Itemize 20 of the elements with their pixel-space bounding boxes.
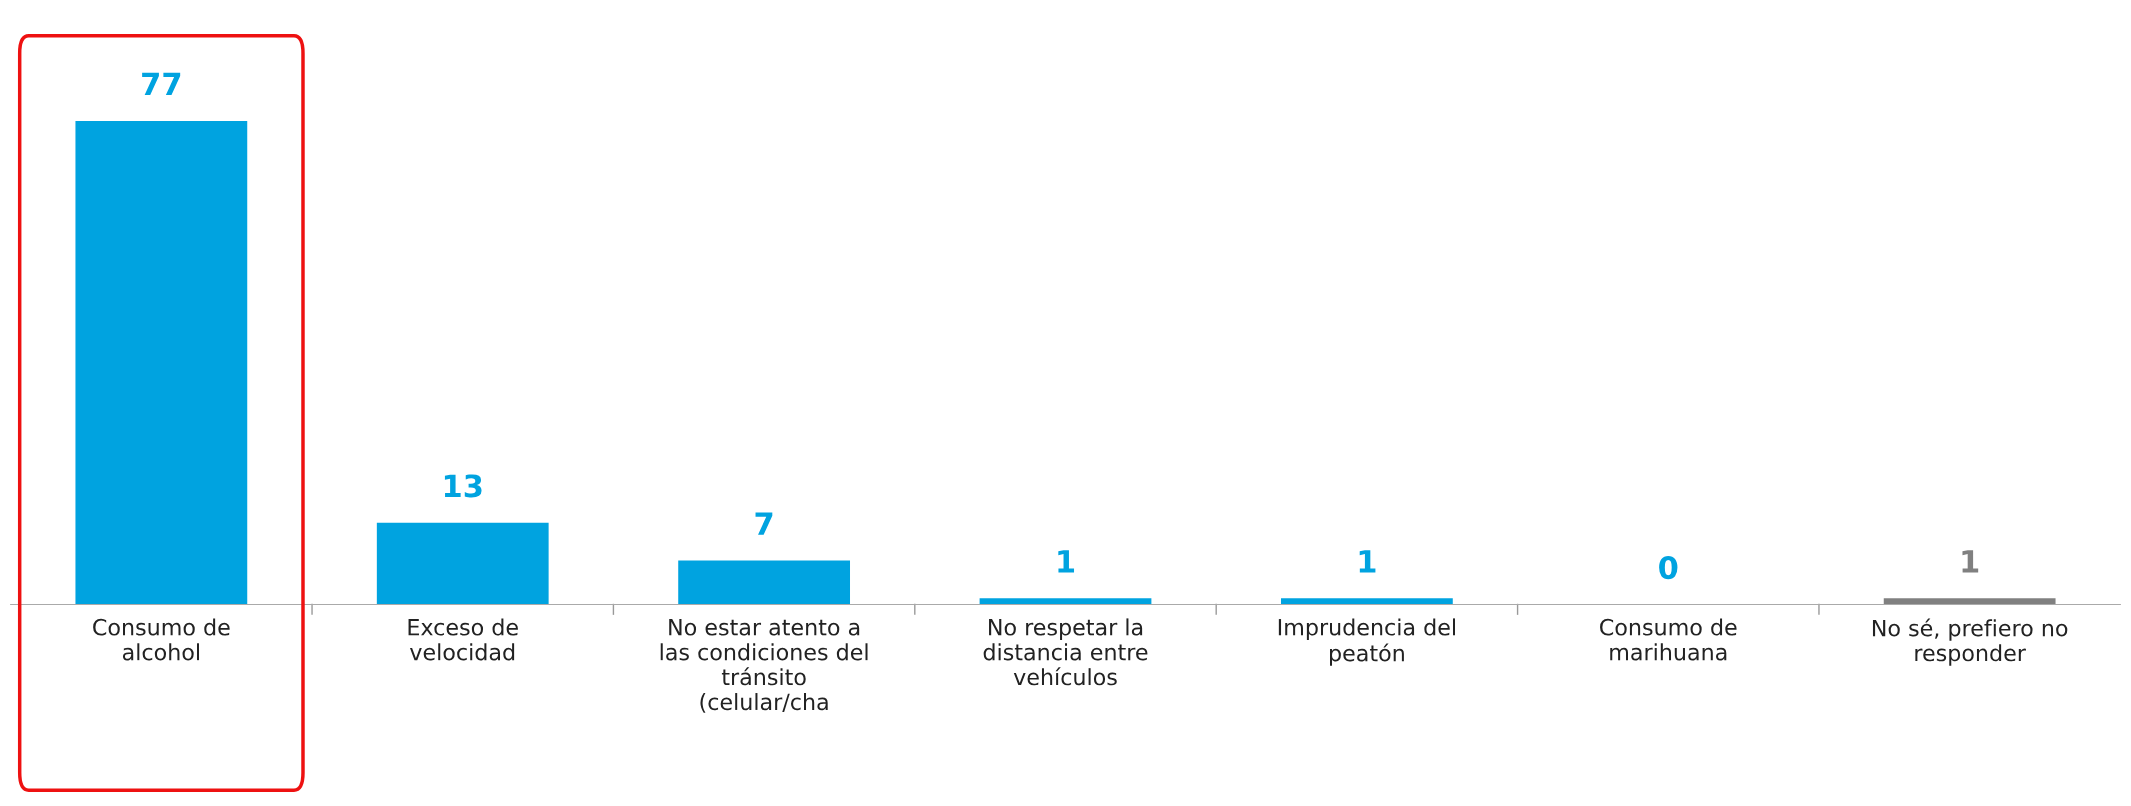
bar	[678, 560, 851, 605]
x-tick-label: Consumo de marihuana	[1600, 618, 1737, 661]
x-tick-label: Imprudencia del peatón	[1278, 618, 1455, 666]
data-label: 13	[444, 474, 482, 498]
bar	[1280, 598, 1453, 605]
x-tick-label: No estar atento a las condiciones del tránsito (celular/cha	[660, 619, 868, 713]
data-label: 7	[755, 512, 773, 535]
x-tick-label: Exceso de velocidad	[408, 618, 518, 661]
x-tick-label: No respetar la distancia entre vehículos	[983, 618, 1148, 686]
data-label: 1	[1962, 550, 1979, 573]
x-tick-label: No sé, prefiero no responder	[1872, 618, 2068, 666]
x-tick-label: Consumo de alcohol	[93, 618, 230, 661]
bar	[376, 522, 549, 605]
bar	[1883, 598, 2056, 605]
bar	[75, 120, 248, 605]
bar	[979, 598, 1152, 605]
data-label: 1	[1058, 550, 1075, 573]
data-label: 0	[1659, 556, 1678, 580]
data-label: 1	[1359, 550, 1376, 573]
data-label: 77	[142, 72, 181, 96]
